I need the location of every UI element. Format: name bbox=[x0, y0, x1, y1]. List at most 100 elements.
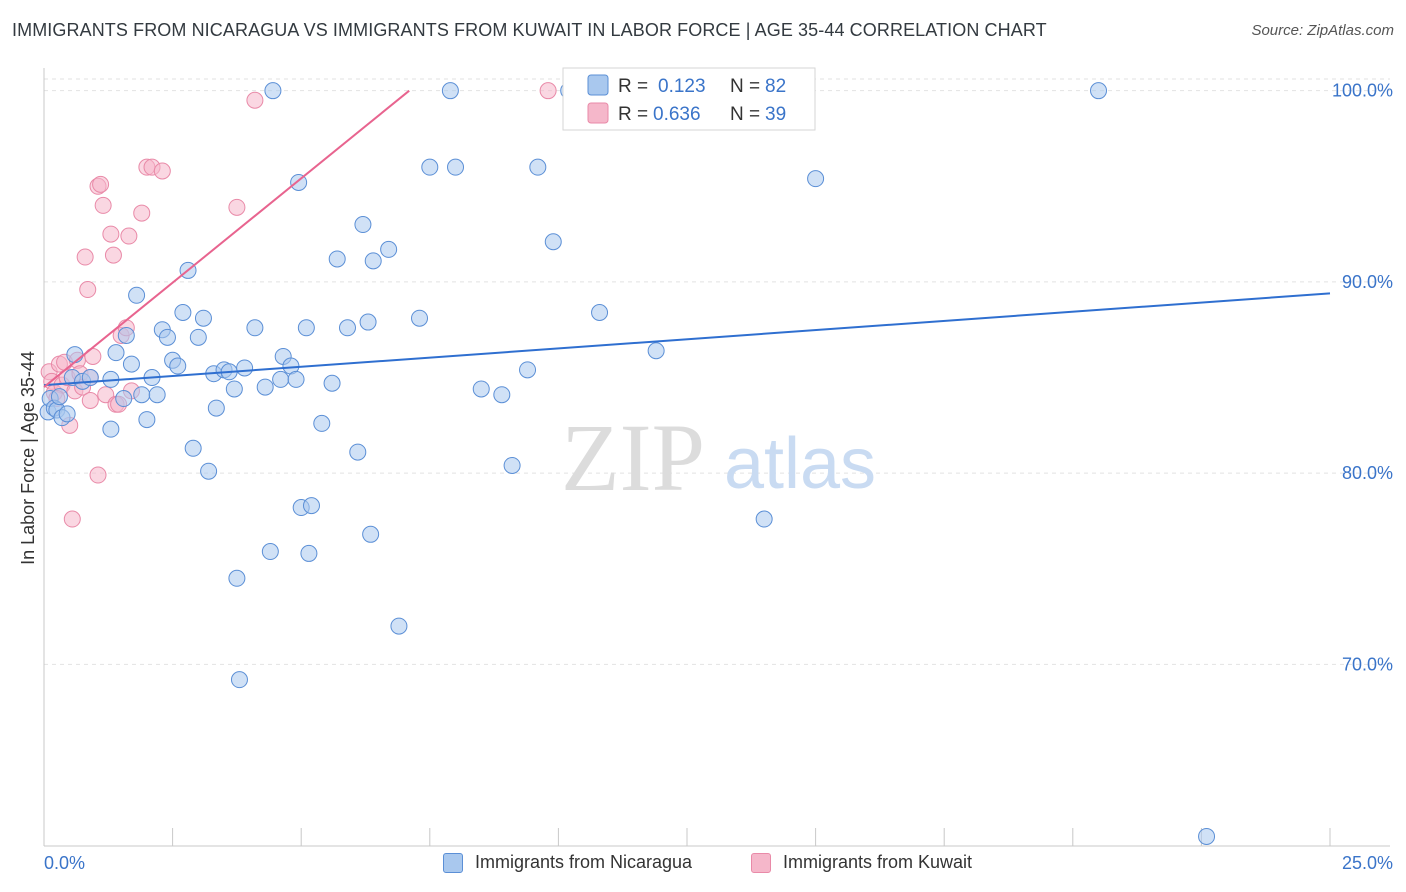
kuwait-point-27 bbox=[120, 227, 138, 245]
nicaragua-point-62 bbox=[380, 240, 398, 258]
nicaragua-point-37 bbox=[228, 569, 246, 587]
nicaragua-point-4 bbox=[50, 388, 68, 406]
nicaragua-point-30 bbox=[194, 309, 212, 327]
nicaragua-point-52 bbox=[302, 497, 320, 515]
nicaragua-point-72 bbox=[529, 158, 547, 176]
nicaragua-point-25 bbox=[169, 357, 187, 375]
stats-n-label-2: N = bbox=[730, 104, 760, 125]
kuwait-point-13 bbox=[76, 248, 94, 266]
nicaragua-point-69 bbox=[493, 386, 511, 404]
kuwait-point-19 bbox=[94, 196, 112, 214]
series-nicaragua-points bbox=[39, 82, 1216, 845]
kuwait-point-37 bbox=[246, 91, 264, 109]
kuwait-point-8 bbox=[63, 510, 81, 528]
nicaragua-point-57 bbox=[349, 443, 367, 461]
nicaragua-point-56 bbox=[338, 319, 356, 337]
nicaragua-point-36 bbox=[225, 380, 243, 398]
nicaragua-point-21 bbox=[148, 386, 166, 404]
kuwait-point-33 bbox=[89, 466, 107, 484]
stats-r-label-1: R = bbox=[618, 76, 648, 97]
nicaragua-point-70 bbox=[503, 456, 521, 474]
nicaragua-point-12 bbox=[107, 344, 125, 362]
nicaragua-point-71 bbox=[519, 361, 537, 379]
nicaragua-point-58 bbox=[354, 216, 372, 234]
nicaragua-point-16 bbox=[122, 355, 140, 373]
stats-n-value-1: 82 bbox=[765, 76, 786, 97]
nicaragua-point-73 bbox=[544, 233, 562, 251]
legend-label-kuwait: Immigrants from Kuwait bbox=[783, 852, 973, 872]
nicaragua-point-64 bbox=[411, 309, 429, 327]
kuwait-point-22 bbox=[104, 246, 122, 264]
legend-swatch-kuwait bbox=[751, 852, 771, 873]
nicaragua-point-41 bbox=[256, 378, 274, 396]
legend-label-nicaragua: Immigrants from Nicaragua bbox=[475, 852, 693, 872]
x-tick-labels: 0.0% 25.0% bbox=[44, 853, 1393, 873]
nicaragua-point-23 bbox=[158, 328, 176, 346]
watermark-zip: ZIP bbox=[561, 404, 705, 511]
nicaragua-point-60 bbox=[362, 525, 380, 543]
kuwait-point-36 bbox=[228, 198, 246, 216]
y-tick-label-2: 90.0% bbox=[1342, 272, 1393, 292]
nicaragua-point-76 bbox=[647, 342, 665, 360]
nicaragua-point-28 bbox=[184, 439, 202, 457]
kuwait-point-38 bbox=[539, 82, 557, 100]
y-tick-labels: 70.0% 80.0% 90.0% 100.0% bbox=[1332, 81, 1393, 675]
stats-legend-swatch-kuwait bbox=[587, 102, 609, 124]
nicaragua-point-43 bbox=[264, 82, 282, 100]
stats-legend: R = 0.123 N = 82 R = 0.636 N = 39 bbox=[562, 67, 816, 131]
trend-lines bbox=[43, 89, 1331, 388]
nicaragua-point-19 bbox=[138, 411, 156, 429]
nicaragua-point-78 bbox=[807, 170, 825, 188]
y-tick-label-3: 100.0% bbox=[1332, 81, 1393, 101]
legend-swatch-nicaragua bbox=[443, 852, 463, 873]
stats-n-value-2: 39 bbox=[765, 104, 786, 125]
nicaragua-point-66 bbox=[441, 82, 459, 100]
stats-n-label-1: N = bbox=[730, 76, 760, 97]
nicaragua-point-40 bbox=[246, 319, 264, 337]
kuwait-point-32 bbox=[153, 162, 171, 180]
x-tick-label-1: 25.0% bbox=[1342, 853, 1393, 873]
nicaragua-point-17 bbox=[128, 286, 146, 304]
nicaragua-point-68 bbox=[472, 380, 490, 398]
nicaragua-point-54 bbox=[323, 374, 341, 392]
nicaragua-point-63 bbox=[390, 617, 408, 635]
nicaragua-point-38 bbox=[230, 671, 248, 689]
y-axis-label: In Labor Force | Age 35-44 bbox=[18, 351, 38, 565]
kuwait-point-18 bbox=[92, 175, 110, 193]
kuwait-point-15 bbox=[81, 391, 99, 409]
nicaragua-point-53 bbox=[313, 414, 331, 432]
chart-title: IMMIGRANTS FROM NICARAGUA VS IMMIGRANTS … bbox=[12, 20, 1047, 40]
source-note: Source: ZipAtlas.com bbox=[1251, 22, 1394, 39]
nicaragua-trend-line bbox=[43, 292, 1331, 387]
nicaragua-point-44 bbox=[272, 370, 290, 388]
kuwait-point-21 bbox=[102, 225, 120, 243]
nicaragua-point-42 bbox=[261, 543, 279, 561]
stats-r-value-1: 0.123 bbox=[658, 76, 706, 97]
nicaragua-point-15 bbox=[117, 326, 135, 344]
x-tick-label-0: 0.0% bbox=[44, 853, 85, 873]
stats-legend-swatch-nicaragua bbox=[587, 74, 609, 96]
series-legend: Immigrants from Nicaragua Immigrants fro… bbox=[0, 852, 1406, 878]
nicaragua-point-65 bbox=[421, 158, 439, 176]
nicaragua-point-14 bbox=[115, 390, 133, 408]
nicaragua-point-50 bbox=[297, 319, 315, 337]
axes bbox=[43, 68, 1390, 847]
y-tick-label-1: 80.0% bbox=[1342, 463, 1393, 483]
stats-r-label-2: R = bbox=[618, 104, 648, 125]
nicaragua-point-77 bbox=[755, 510, 773, 528]
nicaragua-point-67 bbox=[447, 158, 465, 176]
nicaragua-point-18 bbox=[133, 386, 151, 404]
nicaragua-point-59 bbox=[359, 313, 377, 331]
nicaragua-point-6 bbox=[58, 405, 76, 423]
nicaragua-point-33 bbox=[207, 399, 225, 417]
nicaragua-point-39 bbox=[236, 359, 254, 377]
kuwait-trend-line bbox=[43, 89, 410, 388]
kuwait-point-14 bbox=[79, 281, 97, 299]
nicaragua-point-75 bbox=[591, 303, 609, 321]
stats-r-value-2: 0.636 bbox=[653, 104, 701, 125]
legend-item-nicaragua: Immigrants from Nicaragua bbox=[443, 852, 692, 873]
watermark: ZIP atlas bbox=[561, 404, 876, 511]
nicaragua-point-61 bbox=[364, 252, 382, 270]
nicaragua-point-79 bbox=[1090, 82, 1108, 100]
